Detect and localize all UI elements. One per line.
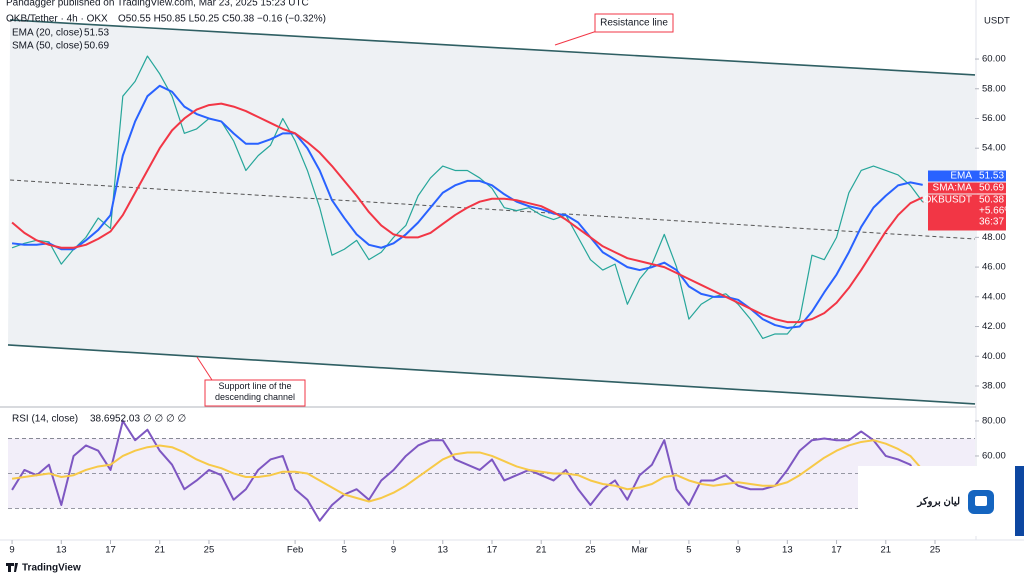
x-tick-label: 13 [782,545,793,556]
x-tick-label: 21 [880,545,891,556]
annotation-pointer [554,29,601,46]
x-tick-label: 13 [56,545,67,556]
watermark-text: لیان بروکر [916,497,960,508]
series-line [11,55,924,340]
symbol: OKB/Tether · 4h · OKX [6,14,108,25]
y-tick-label: 38.00 [982,380,1006,391]
y-tick-label: 54.00 [982,143,1006,154]
y-tick-label: 56.00 [982,113,1006,124]
x-tick-label: 17 [487,545,498,556]
y-tick-label: 46.00 [982,262,1006,273]
price-label-name: OKBUSDT [924,195,972,206]
rsi-extras: ∅ ∅ ∅ ∅ [143,414,186,425]
price-label-name: SMA:MA [933,183,973,194]
published: Pandagger published on TradingView.com, … [6,0,309,9]
x-tick-label: 9 [735,545,740,556]
watermark: لیان بروکر [858,466,1024,536]
y-tick-label: 80.00 [982,415,1006,426]
annotation-text: Resistance line [600,18,668,29]
x-tick-label: 5 [342,545,347,556]
x-tick-label: 9 [9,545,14,556]
rsi-title: RSI (14, close) [12,414,78,425]
resistance-annotation: Resistance line [554,13,674,46]
footer-logo [6,563,18,572]
price-label-value-box [976,194,1006,231]
x-tick-label: 9 [391,545,396,556]
price-label-value: 50.38 [979,195,1004,206]
series-line [11,102,924,324]
x-tick-label: 25 [930,545,941,556]
legend-ema-value: 51.53 [84,28,109,39]
watermark-logo-inner [975,496,987,506]
x-tick-label: 5 [686,545,691,556]
price-label-value-box [976,182,1006,194]
legend-sma: SMA (50, close) [12,41,83,52]
rsi-ma-value: 52.03 [115,414,140,425]
watermark-edge [1015,466,1024,536]
y-tick-label: 40.00 [982,351,1006,362]
x-tick-label: 25 [585,545,596,556]
currency: USDT [984,16,1010,27]
price-label-change: +5.66% [979,206,1013,217]
price-label-value-box [976,170,1006,182]
x-tick-label: 13 [437,545,448,556]
x-tick-label: 21 [154,545,165,556]
support-annotation: Support line of the descending channel [196,356,306,407]
footer: TradingView [22,563,81,574]
annotation-text-box: Support line of the descending channel [214,381,296,402]
legend-ema: EMA (20, close) [12,28,83,39]
price-label-box [928,170,976,182]
legend-sma-value: 50.69 [84,41,109,52]
price-label-name: EMA [950,171,972,182]
x-tick-label: 17 [105,545,116,556]
rsi-value: 38.69 [90,414,115,425]
watermark-box [858,466,1022,536]
price-label-timer: 36:37 [979,217,1004,228]
y-tick-label: 42.00 [982,321,1006,332]
x-tick-label: Mar [631,545,647,556]
y-tick-label: 60.00 [982,450,1006,461]
x-tick-label: 21 [536,545,547,556]
annotation-box [204,379,306,407]
price-label-value: 51.53 [979,171,1004,182]
x-tick-label: 17 [831,545,842,556]
annotation-box [594,13,674,33]
trend-line [10,19,976,76]
x-tick-label: Feb [287,545,303,556]
series-line [11,84,923,330]
annotation-text: Support line of the descending channel [214,381,296,402]
y-tick-label: 48.00 [982,232,1006,243]
x-tick-label: 25 [204,545,215,556]
price-label-value: 50.69 [979,183,1004,194]
price-label-box [928,194,976,231]
y-tick-label: 60.00 [982,54,1006,65]
y-tick-label: 44.00 [982,291,1006,302]
series-line [11,439,924,503]
trend-line [10,179,976,240]
ohlc: O50.55 H50.85 L50.25 C50.38 −0.16 (−0.32… [118,14,326,25]
price-label-box [928,182,976,194]
trend-line [7,344,976,405]
annotation-pointer [196,356,213,381]
channel-fill [8,19,975,404]
series-line [11,419,924,522]
plot-area [7,19,976,522]
y-tick-label: 58.00 [982,83,1006,94]
